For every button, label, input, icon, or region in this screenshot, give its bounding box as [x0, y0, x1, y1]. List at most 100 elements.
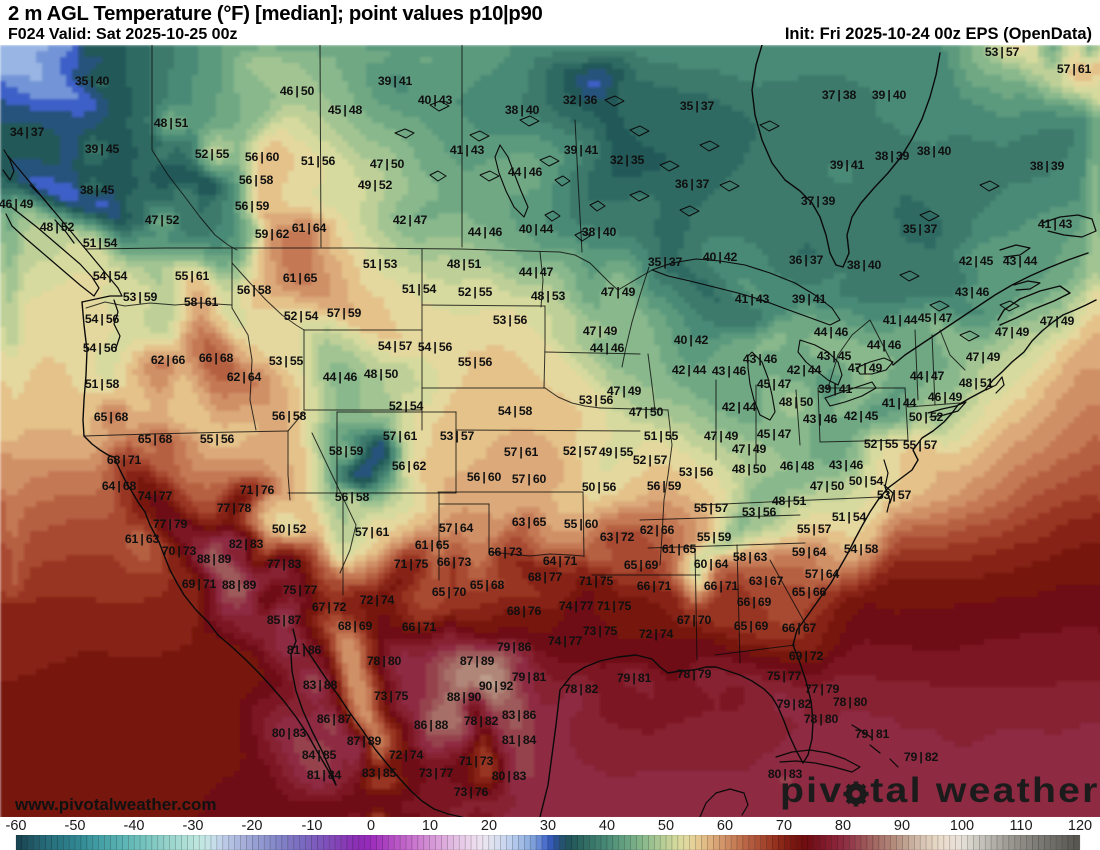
svg-text:47 | 49: 47 | 49: [1040, 314, 1075, 328]
svg-text:49 | 52: 49 | 52: [358, 178, 393, 192]
svg-text:62 | 66: 62 | 66: [151, 353, 186, 367]
svg-text:77 | 78: 77 | 78: [217, 501, 252, 515]
svg-text:35 | 37: 35 | 37: [680, 99, 715, 113]
svg-text:78 | 82: 78 | 82: [464, 714, 499, 728]
svg-text:42 | 44: 42 | 44: [672, 363, 707, 377]
svg-text:79 | 81: 79 | 81: [512, 670, 547, 684]
svg-text:44 | 46: 44 | 46: [590, 341, 625, 355]
svg-text:55 | 60: 55 | 60: [564, 517, 599, 531]
svg-text:32 | 35: 32 | 35: [610, 153, 645, 167]
svg-text:79 | 81: 79 | 81: [855, 727, 890, 741]
svg-text:42 | 44: 42 | 44: [722, 400, 757, 414]
svg-text:54 | 58: 54 | 58: [498, 404, 533, 418]
svg-text:39 | 41: 39 | 41: [818, 382, 853, 396]
svg-text:52 | 57: 52 | 57: [633, 453, 668, 467]
svg-text:54 | 56: 54 | 56: [85, 312, 120, 326]
svg-text:44 | 46: 44 | 46: [814, 325, 849, 339]
svg-text:71 | 73: 71 | 73: [459, 754, 494, 768]
svg-text:83 | 86: 83 | 86: [502, 708, 537, 722]
svg-text:56 | 59: 56 | 59: [235, 199, 270, 213]
svg-text:87 | 89: 87 | 89: [347, 734, 382, 748]
svg-text:65 | 68: 65 | 68: [94, 410, 129, 424]
svg-text:41 | 44: 41 | 44: [883, 313, 918, 327]
svg-text:80 | 83: 80 | 83: [768, 767, 803, 781]
svg-text:56 | 58: 56 | 58: [237, 283, 272, 297]
svg-text:39 | 40: 39 | 40: [872, 88, 907, 102]
svg-text:54 | 56: 54 | 56: [418, 340, 453, 354]
svg-text:52 | 54: 52 | 54: [389, 399, 424, 413]
svg-text:35 | 37: 35 | 37: [903, 222, 938, 236]
svg-text:65 | 70: 65 | 70: [432, 585, 467, 599]
svg-text:82 | 83: 82 | 83: [229, 537, 264, 551]
svg-text:58 | 63: 58 | 63: [733, 550, 768, 564]
svg-text:78 | 80: 78 | 80: [833, 695, 868, 709]
svg-text:43 | 46: 43 | 46: [955, 285, 990, 299]
svg-text:83 | 88: 83 | 88: [303, 678, 338, 692]
svg-text:52 | 55: 52 | 55: [195, 147, 230, 161]
svg-text:75 | 77: 75 | 77: [767, 669, 802, 683]
svg-text:67 | 72: 67 | 72: [312, 600, 347, 614]
svg-text:44 | 47: 44 | 47: [519, 265, 554, 279]
svg-text:90 | 92: 90 | 92: [479, 679, 514, 693]
svg-text:40 | 44: 40 | 44: [519, 222, 554, 236]
svg-text:58 | 61: 58 | 61: [184, 295, 219, 309]
svg-text:57 | 64: 57 | 64: [439, 521, 474, 535]
svg-text:43 | 46: 43 | 46: [803, 412, 838, 426]
svg-text:46 | 49: 46 | 49: [928, 390, 963, 404]
svg-text:59 | 64: 59 | 64: [792, 545, 827, 559]
svg-text:51 | 54: 51 | 54: [402, 282, 437, 296]
svg-text:39 | 45: 39 | 45: [85, 142, 120, 156]
svg-text:57 | 61: 57 | 61: [1057, 62, 1092, 76]
svg-text:55 | 56: 55 | 56: [458, 355, 493, 369]
svg-text:57 | 59: 57 | 59: [327, 306, 362, 320]
svg-text:41 | 43: 41 | 43: [735, 292, 770, 306]
svg-text:56 | 62: 56 | 62: [392, 459, 427, 473]
svg-text:78 | 82: 78 | 82: [564, 682, 599, 696]
svg-text:55 | 61: 55 | 61: [175, 269, 210, 283]
svg-text:71 | 75: 71 | 75: [394, 557, 429, 571]
svg-text:68 | 71: 68 | 71: [107, 453, 142, 467]
svg-text:87 | 89: 87 | 89: [460, 654, 495, 668]
svg-text:78 | 79: 78 | 79: [677, 667, 712, 681]
svg-text:79 | 82: 79 | 82: [904, 750, 939, 764]
svg-text:47 | 49: 47 | 49: [583, 324, 618, 338]
svg-text:61 | 65: 61 | 65: [662, 542, 697, 556]
svg-text:54 | 56: 54 | 56: [83, 341, 118, 355]
svg-text:61 | 65: 61 | 65: [415, 538, 450, 552]
svg-text:55 | 56: 55 | 56: [200, 432, 235, 446]
svg-text:53 | 57: 53 | 57: [440, 429, 475, 443]
svg-text:56 | 58: 56 | 58: [272, 409, 307, 423]
svg-text:68 | 69: 68 | 69: [338, 619, 373, 633]
svg-text:50 | 56: 50 | 56: [582, 480, 617, 494]
svg-text:77 | 83: 77 | 83: [267, 557, 302, 571]
svg-text:66 | 67: 66 | 67: [782, 621, 817, 635]
svg-text:66 | 73: 66 | 73: [437, 555, 472, 569]
svg-text:38 | 40: 38 | 40: [847, 258, 882, 272]
svg-text:43 | 44: 43 | 44: [1003, 254, 1038, 268]
svg-text:48 | 51: 48 | 51: [447, 257, 482, 271]
svg-text:65 | 68: 65 | 68: [138, 432, 173, 446]
svg-text:56 | 60: 56 | 60: [245, 150, 280, 164]
svg-text:81 | 84: 81 | 84: [502, 733, 537, 747]
svg-text:44 | 46: 44 | 46: [323, 370, 358, 384]
svg-text:48 | 52: 48 | 52: [40, 220, 75, 234]
svg-text:47 | 50: 47 | 50: [629, 405, 664, 419]
svg-text:36 | 37: 36 | 37: [789, 253, 824, 267]
svg-text:43 | 46: 43 | 46: [712, 364, 747, 378]
svg-text:69 | 72: 69 | 72: [789, 649, 824, 663]
svg-text:42 | 45: 42 | 45: [959, 254, 994, 268]
svg-text:62 | 66: 62 | 66: [640, 523, 675, 537]
svg-text:46 | 48: 46 | 48: [780, 459, 815, 473]
svg-text:44 | 46: 44 | 46: [508, 165, 543, 179]
svg-text:71 | 76: 71 | 76: [240, 483, 275, 497]
svg-text:43 | 46: 43 | 46: [829, 458, 864, 472]
svg-text:49 | 55: 49 | 55: [599, 445, 634, 459]
svg-text:83 | 85: 83 | 85: [362, 766, 397, 780]
svg-text:46 | 49: 46 | 49: [0, 197, 34, 211]
svg-text:37 | 38: 37 | 38: [822, 88, 857, 102]
svg-text:67 | 70: 67 | 70: [677, 613, 712, 627]
svg-text:74 | 77: 74 | 77: [138, 489, 173, 503]
svg-text:48 | 51: 48 | 51: [772, 494, 807, 508]
svg-text:68 | 77: 68 | 77: [528, 570, 563, 584]
svg-text:35 | 37: 35 | 37: [648, 255, 683, 269]
